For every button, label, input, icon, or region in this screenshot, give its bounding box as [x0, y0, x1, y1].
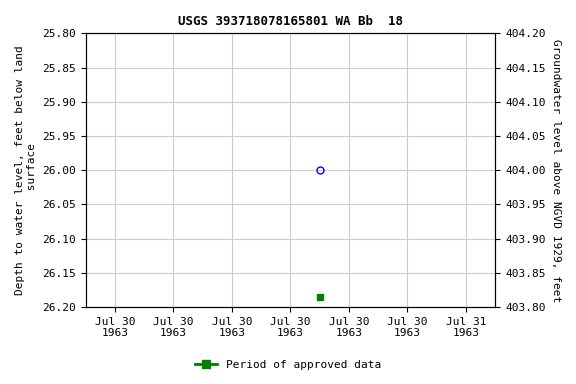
Title: USGS 393718078165801 WA Bb  18: USGS 393718078165801 WA Bb 18	[178, 15, 403, 28]
Y-axis label: Groundwater level above NGVD 1929, feet: Groundwater level above NGVD 1929, feet	[551, 38, 561, 302]
Y-axis label: Depth to water level, feet below land
 surface: Depth to water level, feet below land su…	[15, 45, 37, 295]
Legend: Period of approved data: Period of approved data	[191, 356, 385, 375]
